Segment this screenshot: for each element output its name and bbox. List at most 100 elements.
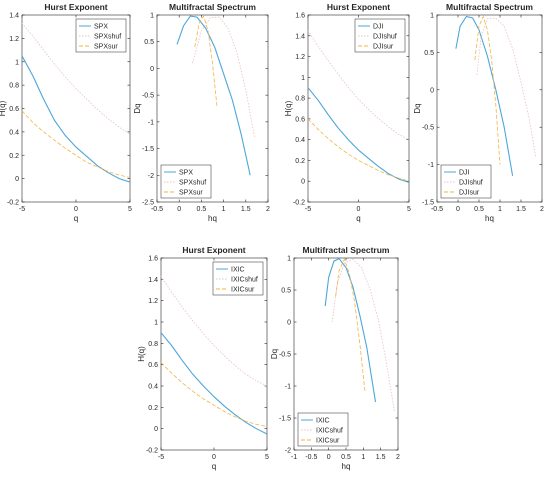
x-tick-label: 0 [357,206,361,213]
y-tick-label: 1 [430,13,434,20]
y-tick-label: 0.2 [9,153,19,160]
y-tick-label: -1.5 [142,146,154,153]
series-line-2 [307,30,410,141]
y-tick-label: 1.6 [148,256,158,263]
y-tick-label: 1.4 [9,13,19,20]
legend: IXIC IXICshuf IXICsur [212,261,264,296]
legend-label: IXIC [316,418,330,425]
y-tick-label: 1 [150,13,154,20]
legend-label: SPXsur [179,190,203,197]
chart-4: Multifractal Spectrum hq Dq -0.5 0 0.5 1 1.5 2 -1… [413,2,544,223]
legend-box [354,18,406,53]
y-tick-label: 0.4 [9,129,19,136]
x-tick-label: -5 [305,206,311,213]
x-tick-label: 0 [177,206,181,213]
y-tick-label: 0.4 [295,137,305,144]
series-line-3 [335,258,366,393]
y-tick-label: 1.2 [148,298,158,305]
y-tick-label: -1.5 [279,416,291,423]
y-tick-label: 1.4 [148,277,158,284]
series-line-2 [331,258,395,412]
y-tick-label: -0.5 [142,93,154,100]
x-tick-label: 1.5 [376,454,386,461]
x-tick-label: 1 [222,206,226,213]
y-tick-label: 0.8 [9,83,19,90]
series-line-2 [192,16,256,138]
x-axis-label: hq [485,214,494,223]
y-tick-label: 0.8 [295,96,305,103]
y-tick-label: -2 [285,448,291,455]
y-tick-label: 0.2 [295,158,305,165]
y-tick-label: -1 [148,119,154,126]
legend-label: DJIshuf [373,34,397,41]
x-tick-label: -0.5 [305,454,317,461]
x-tick-label: 2 [540,206,544,213]
series-line-3 [160,362,268,427]
legend: IXIC IXICshuf IXICsur [297,412,349,447]
legend-label: IXICsur [231,287,255,294]
y-tick-label: 0.5 [424,50,434,57]
y-tick-label: -0.5 [279,352,291,359]
legend-label: DJI [373,24,384,31]
legend-label: SPXsur [94,44,118,51]
chart-title: Multifractal Spectrum [303,245,390,255]
chart-6: Multifractal Spectrum hq Dq -1 -0.5 0 0.5 1 1.5 2… [270,245,400,471]
legend-label: DJIsur [373,44,394,51]
chart-title: Multifractal Spectrum [446,2,533,12]
legend-label: IXICshuf [231,277,258,284]
series-line-1 [21,55,131,183]
series-line-2 [21,22,131,135]
y-tick-label: 0 [154,426,158,433]
x-tick-label: 0.5 [197,206,207,213]
y-tick-label: 0.6 [9,106,19,113]
series-line-1 [455,15,514,176]
x-axis-label: q [212,462,216,471]
x-axis-label: hq [342,462,351,471]
y-tick-label: 0 [301,179,305,186]
y-tick-label: -0.2 [7,200,19,207]
y-tick-label: -2 [148,173,154,180]
y-tick-label: 0.5 [144,39,154,46]
y-tick-label: 0.8 [148,341,158,348]
x-tick-label: 0 [327,454,331,461]
y-tick-label: 1.6 [295,13,305,20]
y-tick-label: 0 [287,320,291,327]
legend-label: SPXshuf [94,34,121,41]
legend-box [440,164,492,199]
chart-1: Hurst Exponent q H(q) -5 0 5 -0.2 0 0.2 0.4 0.6 0.8… [0,2,132,223]
x-tick-label: 0.5 [474,206,484,213]
chart-5: Hurst Exponent q H(q) -5 0 5 -0.2 0 0.2 0.4 0.6 0.8… [137,245,269,471]
legend: DJI DJIshuf DJIsur [354,18,406,53]
y-tick-label: -1.5 [422,200,434,207]
legend-label: DJIshuf [459,180,483,187]
chart-title: Multifractal Spectrum [169,2,256,12]
series-line-3 [194,15,218,106]
legend-label: SPX [179,170,193,177]
series-line-1 [324,257,377,403]
y-tick-label: 0.6 [295,116,305,123]
y-tick-label: -2.5 [142,200,154,207]
y-axis-label: H(q) [137,346,146,362]
y-tick-label: 1.2 [9,36,19,43]
y-tick-label: 1 [301,75,305,82]
x-tick-label: -0.5 [431,206,443,213]
x-tick-label: 0 [74,206,78,213]
legend-box [297,412,349,447]
x-tick-label: 1.5 [516,206,526,213]
y-tick-label: -0.5 [422,125,434,132]
y-tick-label: 1.4 [295,33,305,40]
series-line-3 [474,15,501,165]
legend-label: IXIC [231,267,245,274]
y-axis-label: Dq [133,103,142,113]
y-tick-label: 1 [287,256,291,263]
y-tick-label: 0.4 [148,384,158,391]
x-tick-label: 1 [361,454,365,461]
series-line-1 [176,15,251,176]
x-tick-label: -0.5 [151,206,163,213]
y-tick-label: -1 [285,384,291,391]
x-tick-label: 1 [498,206,502,213]
x-tick-label: -5 [158,454,164,461]
x-axis-label: hq [208,214,217,223]
y-tick-label: 0.2 [148,405,158,412]
